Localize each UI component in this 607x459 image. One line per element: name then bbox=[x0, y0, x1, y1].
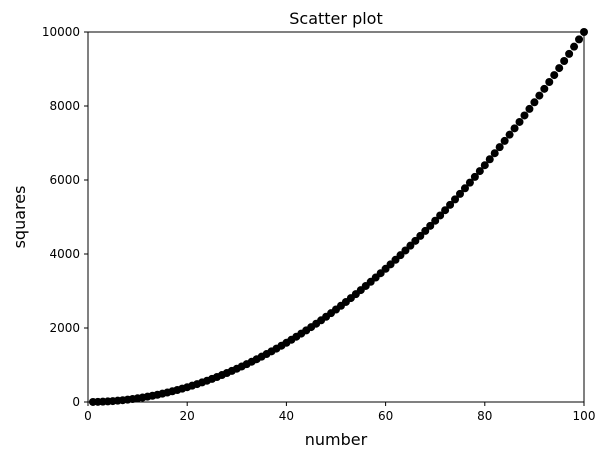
y-tick-label: 2000 bbox=[49, 321, 80, 335]
y-tick-label: 6000 bbox=[49, 173, 80, 187]
data-point bbox=[416, 231, 425, 240]
data-point bbox=[575, 35, 584, 44]
y-tick-label: 4000 bbox=[49, 247, 80, 261]
data-point bbox=[406, 241, 415, 250]
y-tick-label: 0 bbox=[72, 395, 80, 409]
y-axis-ticks: 0 2000 4000 6000 8000 10000 bbox=[42, 25, 88, 409]
x-axis-label: number bbox=[305, 430, 368, 449]
data-point bbox=[535, 91, 544, 100]
data-points bbox=[88, 28, 588, 406]
data-point bbox=[426, 221, 435, 230]
data-point bbox=[446, 200, 455, 209]
x-axis-ticks: 0 20 40 60 80 100 bbox=[84, 402, 595, 423]
data-point bbox=[485, 155, 494, 164]
data-point bbox=[555, 64, 564, 73]
data-point bbox=[495, 143, 504, 152]
data-point bbox=[540, 84, 549, 93]
data-point bbox=[550, 71, 559, 80]
data-point bbox=[431, 216, 440, 225]
data-point bbox=[441, 206, 450, 215]
data-point bbox=[545, 77, 554, 86]
data-point bbox=[436, 211, 445, 220]
x-tick-label: 60 bbox=[378, 409, 393, 423]
data-point bbox=[480, 161, 489, 170]
data-point bbox=[396, 251, 405, 260]
data-point bbox=[565, 49, 574, 58]
data-point bbox=[470, 172, 479, 181]
data-point bbox=[456, 189, 464, 198]
data-point bbox=[401, 246, 410, 255]
data-point bbox=[475, 167, 484, 176]
y-axis-label: squares bbox=[10, 186, 29, 249]
chart-title: Scatter plot bbox=[289, 9, 382, 28]
x-tick-label: 40 bbox=[279, 409, 294, 423]
plot-frame bbox=[87, 31, 585, 403]
data-point bbox=[515, 117, 524, 126]
data-point bbox=[490, 149, 499, 158]
data-point bbox=[500, 136, 509, 145]
data-point bbox=[451, 195, 460, 204]
data-point bbox=[525, 104, 534, 113]
data-point bbox=[411, 236, 420, 245]
data-point bbox=[530, 98, 539, 107]
x-tick-label: 0 bbox=[84, 409, 92, 423]
x-tick-label: 100 bbox=[573, 409, 596, 423]
y-tick-label: 10000 bbox=[42, 25, 80, 39]
data-point bbox=[520, 111, 529, 120]
data-point bbox=[465, 178, 474, 187]
data-point bbox=[505, 130, 514, 139]
y-tick-label: 8000 bbox=[49, 99, 80, 113]
data-point bbox=[510, 124, 519, 133]
data-point bbox=[421, 226, 430, 235]
data-point bbox=[460, 184, 469, 193]
x-tick-label: 80 bbox=[477, 409, 492, 423]
data-point bbox=[570, 42, 579, 51]
x-tick-label: 20 bbox=[180, 409, 195, 423]
data-point bbox=[560, 57, 569, 66]
